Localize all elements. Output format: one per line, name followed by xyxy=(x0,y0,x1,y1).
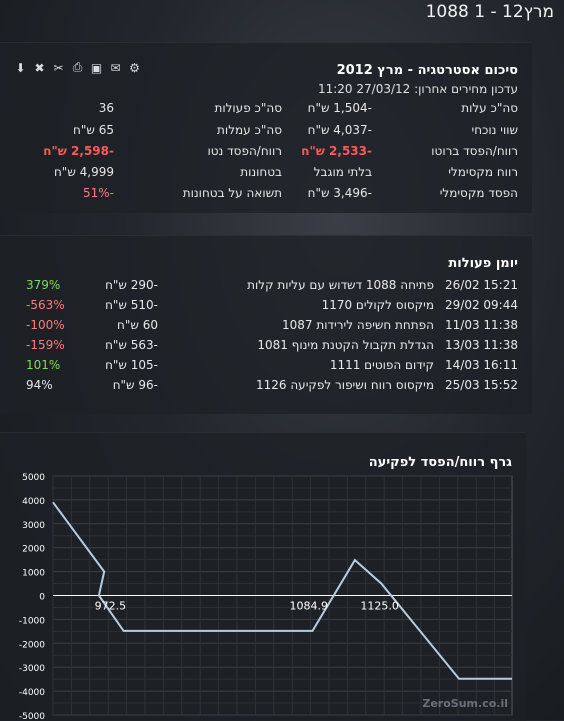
journal-date: 13/03 11:38 xyxy=(445,338,518,352)
y-tick-label: 5000 xyxy=(22,473,45,483)
stat-label: רווח/הפסד ברוטו xyxy=(431,144,518,158)
email-icon[interactable]: ✉ xyxy=(110,60,121,75)
journal-amount: -96 ש"ח xyxy=(112,378,158,392)
stat-value: -3,496 ש"ח xyxy=(307,186,372,200)
stat-label: שווי נוכחי xyxy=(471,123,518,137)
export-icon[interactable]: ▣ xyxy=(90,60,103,75)
breakeven-label: 1125.0 xyxy=(360,600,399,613)
journal-percent: -100% xyxy=(26,318,65,332)
stat-value: 65 ש"ח xyxy=(73,123,114,137)
net-pl-value: -2,598 ש"ח xyxy=(43,144,114,158)
print-icon[interactable]: ⎙ xyxy=(72,60,83,74)
journal-date: 11/03 11:38 xyxy=(445,318,518,332)
download-icon[interactable]: ⬇ xyxy=(15,60,26,75)
summary-toolbar: ⬇ ✖ ✂ ⎙ ▣ ✉ ⚙ xyxy=(12,60,143,75)
journal-amount: -563 ש"ח xyxy=(105,338,158,352)
stat-value: -1,504 ש"ח xyxy=(307,101,372,115)
stat-label: תשואה על בטחונות xyxy=(182,186,282,200)
pl-chart: 5000 4000 3000 2000 1000 0 -1000 -2000 -3000 -400… xyxy=(19,473,513,721)
journal-date: 26/02 15:21 xyxy=(445,278,518,292)
y-tick-label: -2000 xyxy=(19,640,45,650)
journal-description: מיקסוס רווח ושיפור לפקיעה 1126 xyxy=(255,378,434,392)
page-title: מרץ12 - 1 1088 xyxy=(425,2,554,22)
journal-amount: -105 ש"ח xyxy=(105,358,158,372)
journal-percent: 101% xyxy=(26,358,61,372)
stat-value: 4,999 ש"ח xyxy=(53,165,114,179)
journal-row[interactable]: 11/03 11:38 הפתחת חשיפה לירידות 1087 60 ש"… xyxy=(0,318,532,338)
y-tick-label: 3000 xyxy=(22,521,45,531)
actions-journal-panel: יומן פעולות 26/02 15:21 פתיחה 1088 דשדוש … xyxy=(0,235,532,414)
y-tick-label: -1000 xyxy=(19,616,45,626)
journal-row[interactable]: 25/03 15:52 מיקסוס רווח ושיפור לפקיעה 112… xyxy=(0,378,532,398)
stat-value: 36 xyxy=(98,101,114,115)
journal-amount: 60 ש"ח xyxy=(117,318,158,332)
journal-percent: -563% xyxy=(26,298,65,312)
y-tick-label: 2000 xyxy=(22,545,45,555)
y-tick-label: -5000 xyxy=(19,712,45,721)
journal-row[interactable]: 14/03 16:11 קידום הפוטים 1111 -105 ש"ח 101% xyxy=(0,358,532,378)
summary-title: סיכום אסטרטגיה - מרץ 2012 xyxy=(336,63,518,78)
gross-pl-value: -2,533 ש"ח xyxy=(301,144,372,158)
last-price-update: עדכון מחירים אחרון: 27/03/12 11:20 xyxy=(317,82,518,96)
journal-row[interactable]: 13/03 11:38 הגדלת תקבול הקטנת מינוף 1081 -… xyxy=(0,338,532,358)
pl-chart-panel: גרף רווח/הפסד לפקיעה 5000 4000 3000 2000 100… xyxy=(0,432,526,721)
y-tick-label: 1000 xyxy=(22,569,45,579)
share-icon[interactable]: ⚙ xyxy=(129,60,140,75)
journal-row[interactable]: 26/02 15:21 פתיחה 1088 דשדוש עם עליות קלו… xyxy=(0,278,532,298)
stat-label: סה"כ פעולות xyxy=(214,101,282,115)
journal-description: מיקסוס לקולים 1170 xyxy=(321,298,434,312)
y-tick-label: 4000 xyxy=(22,497,45,507)
journal-description: הגדלת תקבול הקטנת מינוף 1081 xyxy=(257,338,434,352)
stat-label: רווח מקסימלי xyxy=(448,165,518,179)
delete-icon[interactable]: ✖ xyxy=(34,60,45,75)
stat-label: בטחונות xyxy=(240,165,282,179)
return-on-collateral-value: -51% xyxy=(82,186,114,200)
breakeven-label: 972.5 xyxy=(95,600,127,613)
journal-amount: -290 ש"ח xyxy=(105,278,158,292)
journal-description: הפתחת חשיפה לירידות 1087 xyxy=(282,318,434,332)
pl-series-line xyxy=(52,501,512,680)
journal-date: 14/03 16:11 xyxy=(445,358,518,372)
journal-amount: -510 ש"ח xyxy=(105,298,158,312)
strategy-summary-panel: סיכום אסטרטגיה - מרץ 2012 ⬇ ✖ ✂ ⎙ ▣ ✉ ⚙ … xyxy=(0,42,532,213)
journal-description: פתיחה 1088 דשדוש עם עליות קלות xyxy=(247,278,434,292)
stat-label: סה"כ עלות xyxy=(461,101,518,115)
journal-date: 25/03 15:52 xyxy=(445,378,518,392)
stat-label: סה"כ עמלות xyxy=(217,123,282,137)
stat-value: -4,037 ש"ח xyxy=(307,123,372,137)
stat-value: בלתי מוגבל xyxy=(313,165,372,179)
journal-title: יומן פעולות xyxy=(448,256,518,271)
stat-label: הפסד מקסימלי xyxy=(439,186,518,200)
breakeven-label: 1084.9 xyxy=(290,600,329,613)
stat-label: רווח/הפסד נטו xyxy=(207,144,282,158)
y-tick-label: -4000 xyxy=(19,688,45,698)
journal-description: קידום הפוטים 1111 xyxy=(329,358,434,372)
y-tick-label: 0 xyxy=(39,593,45,603)
journal-row[interactable]: 29/02 09:44 מיקסוס לקולים 1170 -510 ש"ח -56… xyxy=(0,298,532,318)
y-tick-label: -3000 xyxy=(19,664,45,674)
chart-title: גרף רווח/הפסד לפקיעה xyxy=(368,455,512,470)
journal-date: 29/02 09:44 xyxy=(445,298,518,312)
tools-icon[interactable]: ✂ xyxy=(53,60,64,75)
journal-percent: -159% xyxy=(26,338,65,352)
watermark: ZeroSum.co.il xyxy=(422,697,508,710)
journal-percent: 379% xyxy=(26,278,61,292)
journal-percent: 94% xyxy=(26,378,53,392)
